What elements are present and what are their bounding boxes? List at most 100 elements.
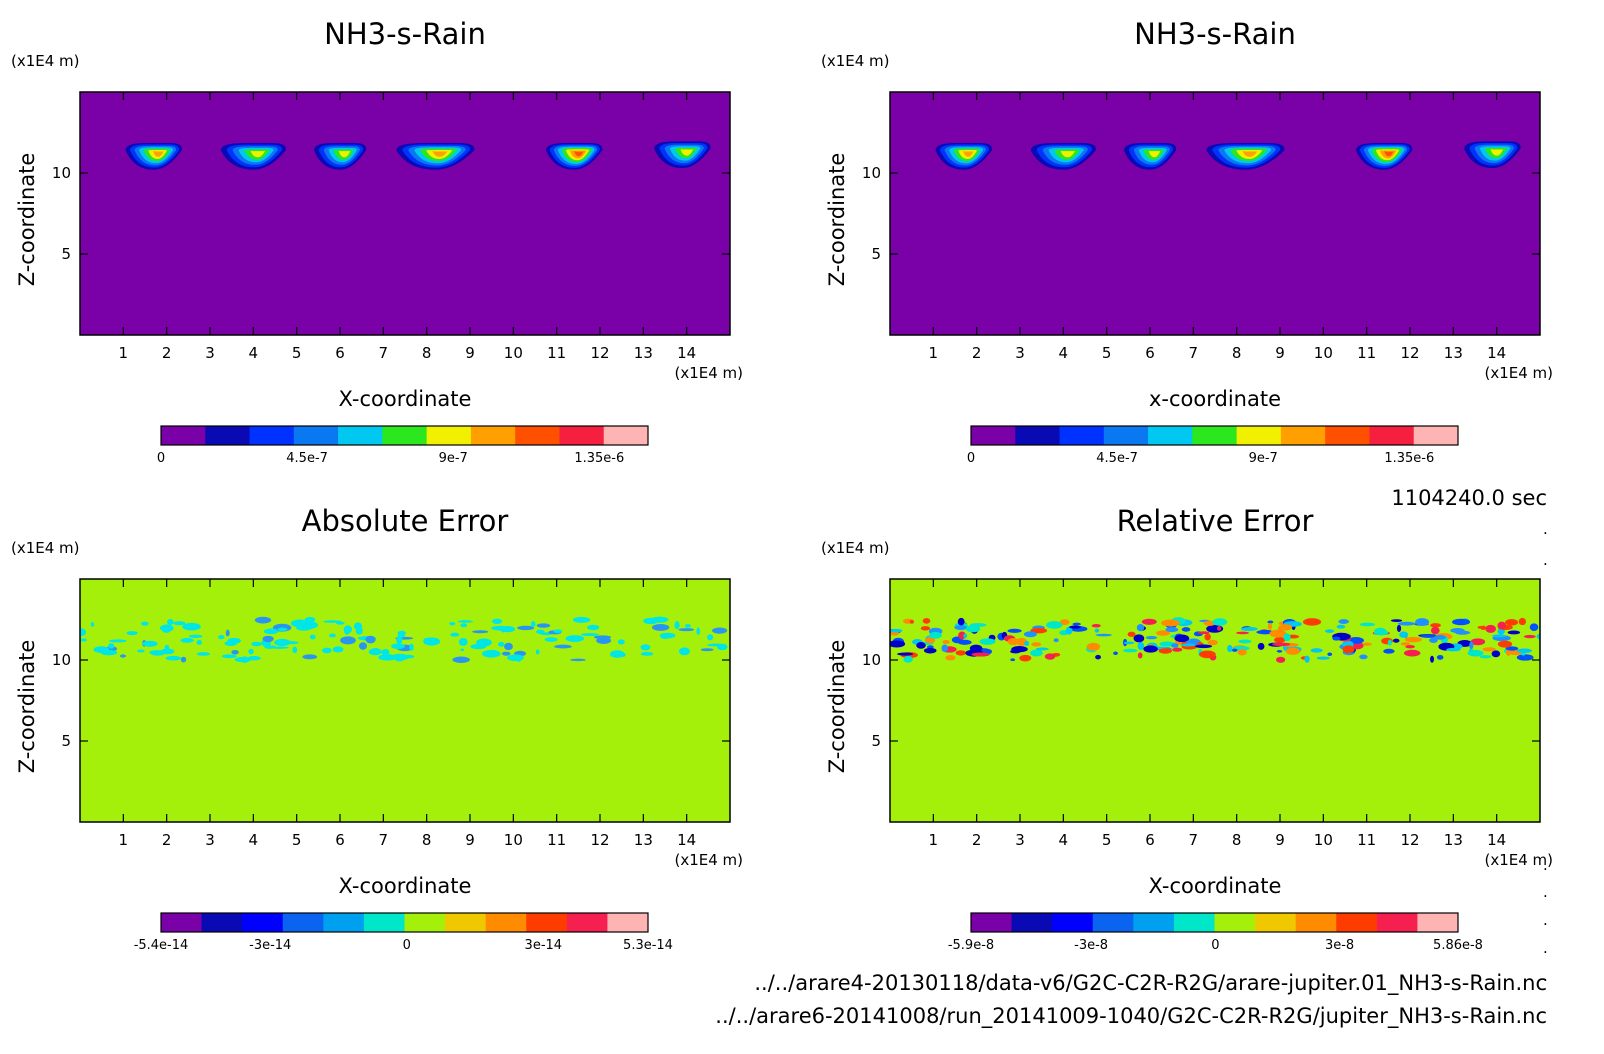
x-tick-label: 2 [972,344,982,362]
colorbar-frame [160,425,649,446]
y-tick-label: 10 [52,651,71,669]
error-blob [1161,619,1180,627]
error-blob [1137,652,1143,659]
chart-panel-1: NH3-s-Rain(x1E4 m)1 2 3 4 5 6 7 8 9 10 11 12 13 14510… [11,17,743,466]
error-blob [1324,629,1335,633]
contour-level [1383,150,1394,157]
x-tick-label: 3 [205,344,215,362]
error-blob [1069,625,1081,629]
error-blob [1283,633,1291,642]
error-blob [1434,635,1446,640]
y-tick-label: 5 [61,732,71,750]
error-blob [1518,617,1527,626]
y-axis-label: Z-coordinate [825,153,849,287]
error-blob [640,644,651,651]
plot-frame [889,578,1541,823]
error-blob [368,648,382,656]
error-blob [141,621,149,626]
plot-background [80,579,730,822]
plot-background [890,92,1540,335]
error-blob [1010,658,1016,662]
contour-level [1148,150,1161,158]
x-tick-label: 5 [1102,344,1112,362]
error-blob [460,623,468,628]
error-blob [504,642,513,651]
colorbar-label: 1.35e-6 [1384,451,1434,466]
error-blob [1276,656,1286,663]
colorbar-swatch [607,913,649,932]
rain-cell-5 [1355,143,1413,170]
colorbar-label: 4.5e-7 [286,451,328,466]
contour-level [962,150,975,157]
error-blob [572,616,591,623]
error-blob [712,627,728,634]
error-blob [423,637,441,646]
x-tick-label: 8 [1232,344,1242,362]
x-tick-label: 6 [335,344,345,362]
rain-cell-4 [396,143,475,170]
error-blob [925,637,936,644]
x-tick-label: 9 [465,344,475,362]
colorbar-swatch [470,426,516,445]
error-blob [100,649,118,656]
error-blob [1172,647,1183,652]
x-tick-label: 6 [1145,344,1155,362]
error-blob [1199,650,1216,659]
error-blob [1430,626,1440,635]
error-blob [292,646,298,654]
error-blob [1197,631,1210,635]
x-tick-label: 13 [1444,344,1463,362]
error-blob [929,631,942,639]
error-blob [126,631,138,636]
colorbar-swatch [338,426,383,445]
error-blob [165,655,182,661]
colorbar-label: -5.4e-14 [134,938,189,953]
error-blob [1238,639,1252,644]
rain-cell-2 [1030,143,1096,170]
x-tick-label: 8 [422,344,432,362]
rain-cell-6 [1464,141,1521,169]
colorbar-swatch [603,426,649,445]
x-tick-label: 1 [929,344,939,362]
colorbar-swatch [1325,426,1370,445]
colorbar-swatch [242,913,284,932]
error-blob [1195,644,1213,649]
error-blob [1405,645,1415,649]
error-blob [684,624,691,628]
contour-level [1060,150,1076,158]
error-blob [890,628,903,633]
error-blob [394,654,405,662]
error-blob [1257,642,1265,650]
colorbar-label: 0 [403,938,411,953]
colorbar: 0 4.5e-7 9e-7 1.35e-6 [157,425,649,466]
error-blob [1030,649,1043,657]
error-blob [482,649,501,658]
colorbar-label: -5.9e-8 [948,938,994,953]
x-tick-label: 6 [1145,831,1155,849]
error-blob [1267,622,1273,630]
error-blob [1232,648,1238,652]
error-blob [1392,638,1400,643]
colorbar-frame [970,425,1459,446]
error-blob [1497,640,1513,648]
x-axis-label: X-coordinate [339,874,472,898]
colorbar-label: 5.3e-14 [623,938,673,953]
error-blob [1023,631,1037,638]
error-blob [955,650,966,656]
edge-mark: . [1543,967,1548,985]
error-blob [1400,642,1411,646]
error-blob [535,649,540,655]
rain-cell-2 [220,143,286,170]
error-blob [1419,634,1438,638]
error-blob [1145,636,1158,640]
error-blob [890,640,906,648]
contour-level [432,150,448,157]
error-blob [1336,624,1346,629]
colorbar-swatch [1369,426,1415,445]
colorbar-label: 0 [157,451,165,466]
error-blob [302,654,318,660]
error-blob [1180,643,1196,647]
error-blob [1136,624,1145,632]
error-blob [640,651,654,656]
x-tick-label: 6 [335,831,345,849]
